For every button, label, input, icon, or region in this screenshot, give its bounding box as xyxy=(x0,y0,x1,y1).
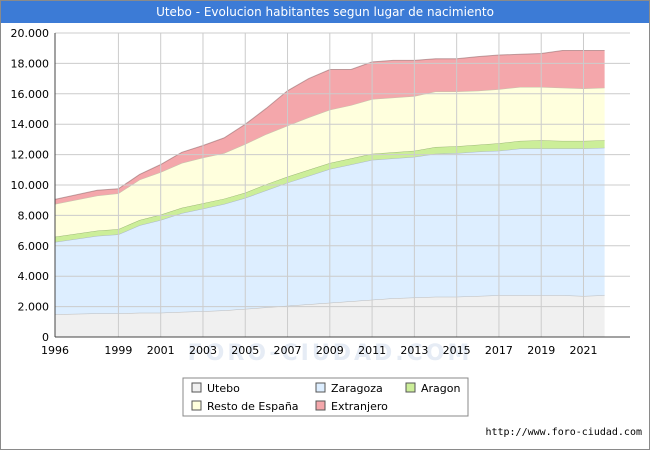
y-tick-label: 16.000 xyxy=(11,88,50,101)
legend: Utebo Zaragoza Aragon Resto de España Extran… xyxy=(182,377,469,417)
y-tick-label: 2.000 xyxy=(18,301,50,314)
x-tick-label: 2021 xyxy=(569,344,597,357)
legend-swatch xyxy=(191,382,202,393)
legend-label: Zaragoza xyxy=(331,382,383,395)
y-tick-label: 10.000 xyxy=(11,179,50,192)
x-tick-label: 2009 xyxy=(316,344,344,357)
x-tick-label: 2003 xyxy=(189,344,217,357)
grid-lines xyxy=(54,32,630,338)
legend-label: Extranjero xyxy=(331,400,388,413)
area-top-line xyxy=(54,50,605,200)
legend-label: Utebo xyxy=(207,382,240,395)
y-tick-label: 18.000 xyxy=(11,57,50,70)
chart-title: Utebo - Evolucion habitantes segun lugar… xyxy=(1,1,649,23)
y-tick-label: 0 xyxy=(42,331,49,344)
y-tick-labels: 0 2.000 4.000 6.000 8.000 10.000 12.000 14.000 1… xyxy=(11,27,50,344)
legend-label: Resto de España xyxy=(207,400,299,413)
x-tick-label: 2013 xyxy=(400,344,428,357)
x-tick-label: 2011 xyxy=(358,344,386,357)
x-tick-label: 1999 xyxy=(104,344,132,357)
x-tick-labels: 1996 1999 2001 2003 2005 2007 2009 2011 2013 2015… xyxy=(41,344,597,357)
y-tick-label: 6.000 xyxy=(18,240,50,253)
x-tick-label: 2019 xyxy=(527,344,555,357)
x-tick-label: 2007 xyxy=(274,344,302,357)
legend-swatch xyxy=(315,382,326,393)
legend-swatch xyxy=(315,400,326,411)
area-aragon xyxy=(55,140,605,242)
x-tick-label: 2001 xyxy=(147,344,175,357)
legend-label: Aragon xyxy=(421,382,461,395)
y-tick-label: 14.000 xyxy=(11,118,50,131)
legend-swatch xyxy=(191,400,202,411)
x-tick-label: 1996 xyxy=(41,344,69,357)
y-tick-label: 12.000 xyxy=(11,149,50,162)
legend-swatch xyxy=(405,382,416,393)
x-tick-label: 2017 xyxy=(485,344,513,357)
watermark-text: FORO-CIUDAD.COM xyxy=(188,341,473,366)
x-tick-label: 2015 xyxy=(443,344,471,357)
y-tick-label: 20.000 xyxy=(11,27,50,40)
source-url: http://www.foro-ciudad.com xyxy=(485,427,642,438)
area-extranjero xyxy=(55,50,605,204)
y-tick-label: 4.000 xyxy=(18,270,50,283)
y-tick-label: 8.000 xyxy=(18,209,50,222)
x-tick-label: 2005 xyxy=(231,344,259,357)
axes xyxy=(54,33,630,338)
